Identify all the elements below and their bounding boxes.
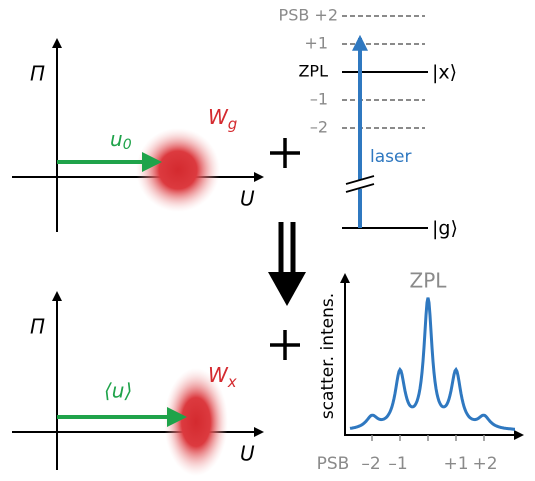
label-main: W bbox=[208, 105, 229, 129]
displacement-label: ⟨u⟩ bbox=[104, 379, 132, 403]
label-sub: x bbox=[227, 373, 237, 391]
peak-label: ZPL bbox=[410, 269, 448, 293]
wigner-blob bbox=[136, 128, 220, 212]
plus bbox=[270, 330, 300, 360]
wigner-label: Wg bbox=[208, 105, 237, 133]
level-label: –1 bbox=[310, 90, 328, 109]
y-axis-label: Π bbox=[30, 315, 45, 339]
x-tick-label: +2 bbox=[472, 454, 497, 474]
spectrum: ZPL scatter. intens. PSB –2 –1 +1 +2 bbox=[317, 269, 522, 475]
level-label: –2 bbox=[310, 118, 328, 137]
level-label: +1 bbox=[304, 34, 328, 53]
wigner-label: Wx bbox=[208, 363, 237, 391]
y-axis-label: scatter. intens. bbox=[318, 293, 338, 419]
energy-levels: PSB +2 +1 ZPL –1 –2 |x⟩ |g⟩ laser bbox=[279, 6, 458, 240]
label-main: u bbox=[110, 127, 123, 151]
displacement-label: u0 bbox=[110, 127, 132, 154]
label-sub: g bbox=[228, 115, 238, 133]
state-label: |g⟩ bbox=[432, 218, 458, 240]
y-axis-label: Π bbox=[30, 62, 45, 86]
label-main: W bbox=[208, 363, 229, 387]
x-tick-label: –1 bbox=[388, 454, 407, 474]
top-phase-space: Π U u0 Wg bbox=[12, 40, 262, 232]
implies-arrow bbox=[268, 222, 306, 306]
level-label: ZPL bbox=[298, 62, 328, 81]
spectrum-curve bbox=[350, 298, 515, 430]
laser-label: laser bbox=[370, 147, 411, 167]
x-axis-label: U bbox=[240, 187, 255, 211]
state-label: |x⟩ bbox=[432, 62, 457, 84]
plus bbox=[270, 138, 300, 168]
x-tick-label: –2 bbox=[361, 454, 380, 474]
bottom-phase-space: Π U ⟨u⟩ Wx bbox=[12, 293, 262, 476]
level-label: PSB +2 bbox=[279, 6, 338, 25]
x-tick-label: +1 bbox=[443, 454, 468, 474]
x-axis-label: U bbox=[240, 442, 255, 466]
diagram: Π U u0 Wg PSB +2 +1 ZPL –1 –2 |x⟩ |g⟩ la… bbox=[0, 0, 535, 481]
label-sub: 0 bbox=[123, 137, 132, 153]
x-tick-label: PSB bbox=[317, 454, 350, 474]
